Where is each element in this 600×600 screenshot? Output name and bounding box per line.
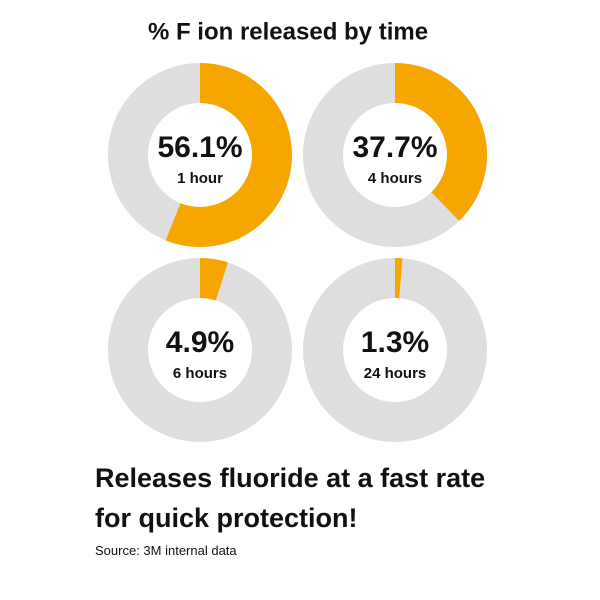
- tagline: Releases fluoride at a fast rate: [95, 463, 485, 493]
- donut-subtitle: 6 hours: [173, 365, 227, 382]
- donut-subtitle: 4 hours: [368, 170, 422, 187]
- donut-segment: [394, 63, 487, 221]
- donut-segment: [199, 258, 228, 301]
- donut-subtitle: 1 hour: [177, 170, 223, 187]
- value-label: 56.1%: [157, 131, 242, 164]
- chart-title: % F ion released by time: [148, 18, 428, 45]
- value-label: 1.3%: [361, 326, 429, 359]
- donut-segment: [165, 63, 292, 247]
- source: Source: 3M internal data: [95, 543, 237, 558]
- donut-subtitle: 24 hours: [364, 365, 427, 382]
- value-label: 37.7%: [352, 131, 437, 164]
- tagline: for quick protection!: [95, 503, 358, 533]
- value-label: 4.9%: [166, 326, 234, 359]
